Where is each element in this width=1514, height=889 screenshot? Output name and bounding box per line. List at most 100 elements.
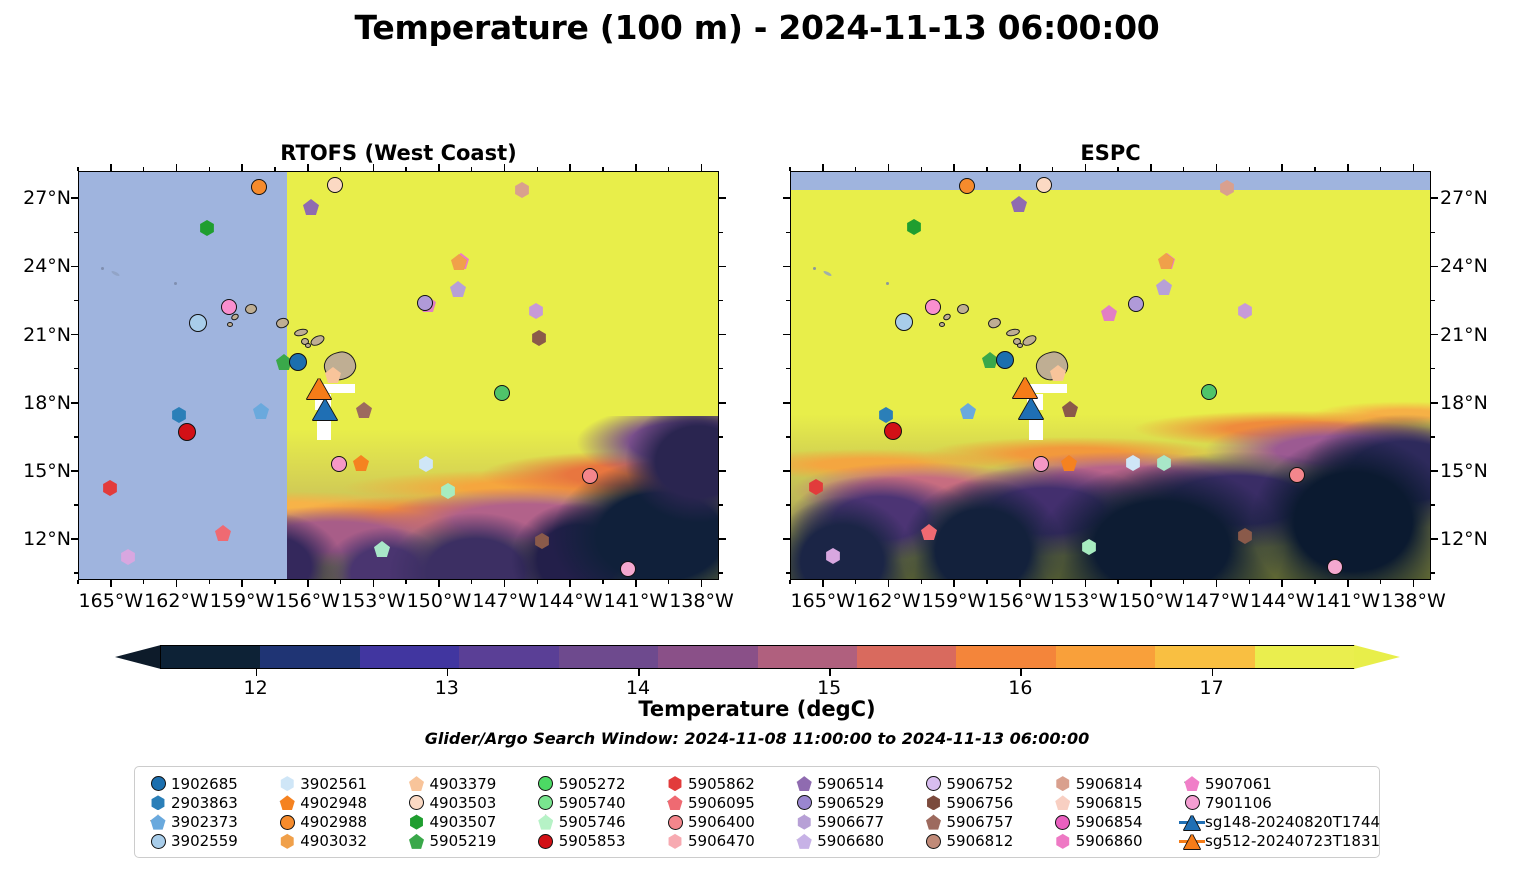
- glider-marker[interactable]: [313, 399, 337, 420]
- argo-float-marker[interactable]: [253, 403, 269, 419]
- legend-item[interactable]: 3902559: [145, 832, 274, 851]
- legend-item[interactable]: 5906529: [791, 793, 920, 812]
- argo-float-marker[interactable]: [1238, 303, 1252, 319]
- argo-float-marker[interactable]: [1201, 384, 1217, 400]
- argo-float-marker[interactable]: [582, 468, 598, 484]
- argo-float-marker[interactable]: [895, 313, 913, 331]
- argo-float-marker[interactable]: [327, 177, 343, 193]
- legend-item[interactable]: 5906812: [921, 832, 1050, 851]
- legend-item[interactable]: 5905746: [533, 813, 662, 832]
- argo-float-marker[interactable]: [419, 456, 433, 472]
- legend-item[interactable]: 4902948: [274, 793, 403, 812]
- argo-float-marker[interactable]: [356, 402, 372, 418]
- argo-float-marker[interactable]: [996, 351, 1014, 369]
- argo-float-marker[interactable]: [276, 354, 292, 370]
- argo-float-marker[interactable]: [1327, 559, 1343, 575]
- argo-float-marker[interactable]: [441, 483, 455, 499]
- argo-float-marker[interactable]: [251, 179, 267, 195]
- glider-marker[interactable]: [307, 378, 331, 399]
- legend-item[interactable]: 5906815: [1050, 793, 1179, 812]
- argo-float-marker[interactable]: [529, 303, 543, 319]
- legend-item[interactable]: 4902988: [274, 813, 403, 832]
- legend-item[interactable]: 7901106: [1179, 793, 1369, 812]
- legend-item[interactable]: 1902685: [145, 774, 274, 793]
- argo-float-marker[interactable]: [353, 455, 369, 471]
- argo-float-marker[interactable]: [121, 549, 135, 565]
- argo-float-marker[interactable]: [535, 533, 549, 549]
- argo-float-marker[interactable]: [982, 352, 998, 368]
- legend-item[interactable]: 4903032: [274, 832, 403, 851]
- argo-float-marker[interactable]: [532, 330, 546, 346]
- argo-float-marker[interactable]: [1011, 196, 1027, 212]
- legend-item[interactable]: 5906095: [662, 793, 791, 812]
- legend-item[interactable]: sg512-20240723T1831: [1179, 832, 1380, 851]
- argo-float-marker[interactable]: [884, 422, 902, 440]
- argo-float-marker[interactable]: [103, 480, 117, 496]
- argo-float-marker[interactable]: [325, 367, 341, 383]
- legend-item[interactable]: 5906680: [791, 832, 920, 851]
- legend-item[interactable]: 5906756: [921, 793, 1050, 812]
- colorbar[interactable]: 12 13 14 15 16 17: [115, 645, 1400, 699]
- legend-item[interactable]: 5905862: [662, 774, 791, 793]
- argo-float-marker[interactable]: [303, 199, 319, 215]
- argo-float-marker[interactable]: [331, 456, 347, 472]
- argo-float-marker[interactable]: [1050, 365, 1066, 381]
- argo-float-marker[interactable]: [620, 561, 636, 577]
- argo-float-marker[interactable]: [1062, 401, 1078, 417]
- argo-float-marker[interactable]: [451, 254, 467, 270]
- argo-float-marker[interactable]: [289, 353, 307, 371]
- argo-float-marker[interactable]: [1061, 455, 1077, 471]
- legend-item[interactable]: 5906860: [1050, 832, 1179, 851]
- argo-float-marker[interactable]: [172, 407, 186, 423]
- argo-float-marker[interactable]: [809, 479, 823, 495]
- argo-float-marker[interactable]: [515, 182, 529, 198]
- legend-item[interactable]: 5905853: [533, 832, 662, 851]
- legend-item[interactable]: 5906854: [1050, 813, 1179, 832]
- argo-float-marker[interactable]: [1082, 539, 1096, 555]
- glider-marker[interactable]: [1019, 398, 1043, 419]
- map-panel-espc[interactable]: [790, 171, 1431, 580]
- map-panel-rtofs[interactable]: [78, 171, 719, 580]
- argo-float-marker[interactable]: [221, 299, 237, 315]
- argo-float-marker[interactable]: [1128, 296, 1144, 312]
- argo-float-marker[interactable]: [1289, 467, 1305, 483]
- legend-box[interactable]: 1902685 2903863 3902373 3902559 3902561 49029…: [134, 766, 1380, 858]
- legend-item[interactable]: 5905272: [533, 774, 662, 793]
- legend-item[interactable]: 3902561: [274, 774, 403, 793]
- legend-item[interactable]: 5906514: [791, 774, 920, 793]
- argo-float-marker[interactable]: [178, 423, 196, 441]
- argo-float-marker[interactable]: [1126, 455, 1140, 471]
- argo-float-marker[interactable]: [925, 299, 941, 315]
- argo-float-marker[interactable]: [1036, 177, 1052, 193]
- legend-item[interactable]: sg148-20240820T1744: [1179, 813, 1380, 832]
- argo-float-marker[interactable]: [959, 178, 975, 194]
- legend-item[interactable]: 5905740: [533, 793, 662, 812]
- legend-item[interactable]: 2903863: [145, 793, 274, 812]
- argo-float-marker[interactable]: [189, 314, 207, 332]
- argo-float-marker[interactable]: [907, 219, 921, 235]
- argo-float-marker[interactable]: [1101, 305, 1117, 321]
- argo-float-marker[interactable]: [494, 385, 510, 401]
- argo-float-marker[interactable]: [1220, 180, 1234, 196]
- argo-float-marker[interactable]: [1157, 455, 1171, 471]
- argo-float-marker[interactable]: [374, 541, 390, 557]
- legend-item[interactable]: 5906752: [921, 774, 1050, 793]
- legend-item[interactable]: 5906470: [662, 832, 791, 851]
- legend-item[interactable]: 4903507: [404, 813, 533, 832]
- argo-float-marker[interactable]: [826, 548, 840, 564]
- legend-item[interactable]: 5905219: [404, 832, 533, 851]
- argo-float-marker[interactable]: [200, 220, 214, 236]
- argo-float-marker[interactable]: [450, 281, 466, 297]
- argo-float-marker[interactable]: [417, 295, 433, 311]
- argo-float-marker[interactable]: [1158, 253, 1174, 269]
- legend-item[interactable]: 5906757: [921, 813, 1050, 832]
- argo-float-marker[interactable]: [879, 407, 893, 423]
- legend-item[interactable]: 3902373: [145, 813, 274, 832]
- legend-item[interactable]: 5906814: [1050, 774, 1179, 793]
- legend-item[interactable]: 4903503: [404, 793, 533, 812]
- glider-marker[interactable]: [1013, 377, 1037, 398]
- legend-item[interactable]: 5906677: [791, 813, 920, 832]
- argo-float-marker[interactable]: [960, 403, 976, 419]
- argo-float-marker[interactable]: [215, 525, 231, 541]
- argo-float-marker[interactable]: [1156, 279, 1172, 295]
